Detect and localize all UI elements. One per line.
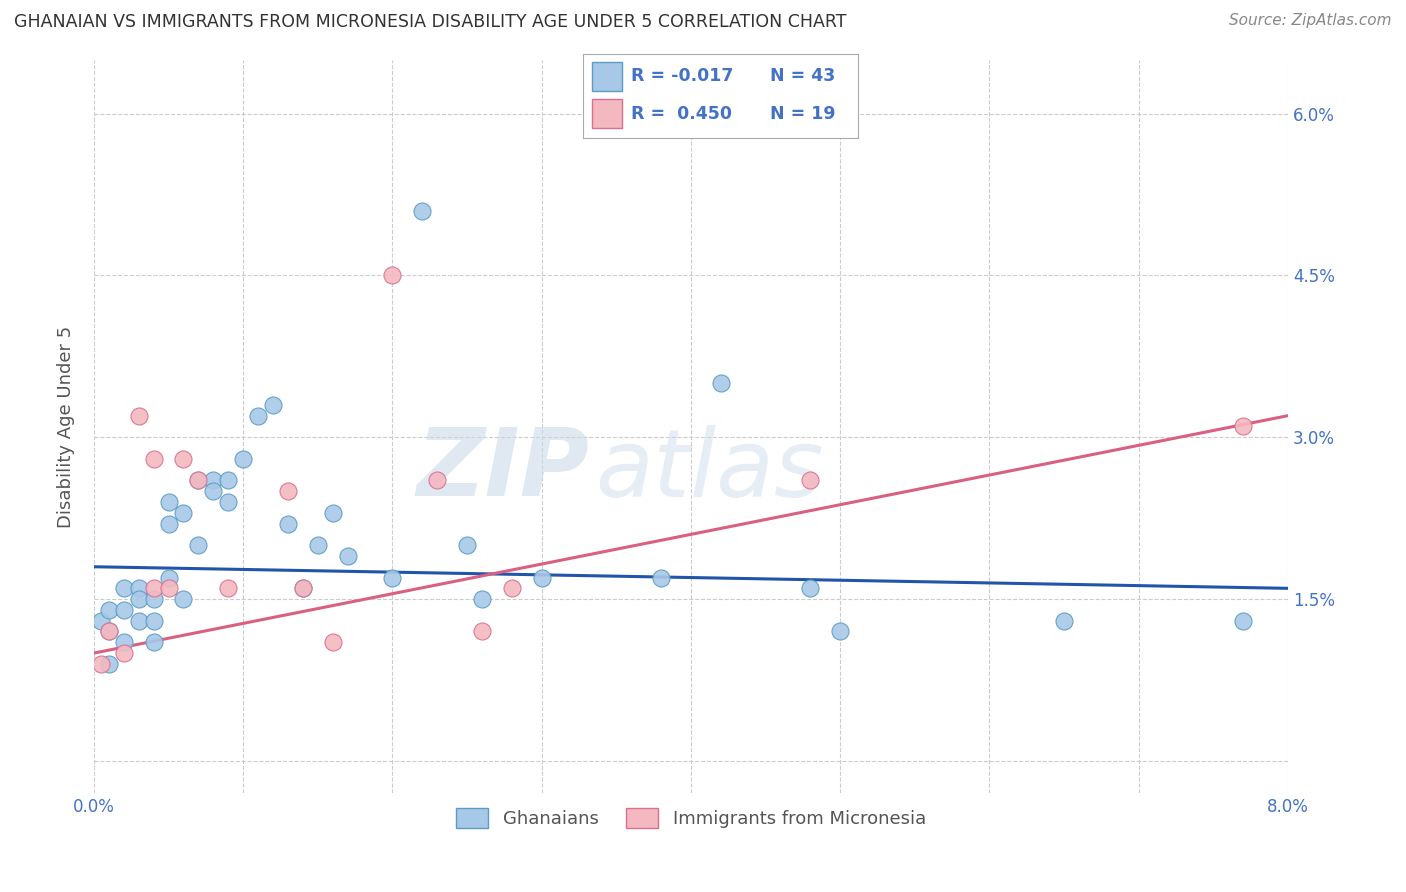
Point [112, 646, 135, 660]
Point [291, 582, 314, 596]
Point [471, 592, 494, 607]
Point [90, 614, 112, 628]
Text: N = 19: N = 19 [770, 104, 835, 123]
Point [830, 624, 852, 639]
Point [97, 603, 120, 617]
Point [1232, 614, 1254, 628]
Bar [592, 62, 621, 91]
Point [128, 592, 150, 607]
Point [97, 624, 120, 639]
Legend: Ghanaians, Immigrants from Micronesia: Ghanaians, Immigrants from Micronesia [449, 800, 934, 836]
Text: N = 43: N = 43 [770, 68, 835, 86]
Point [172, 451, 194, 466]
Point [172, 506, 194, 520]
Text: atlas: atlas [595, 425, 824, 516]
Point [530, 570, 553, 584]
Point [217, 495, 239, 509]
Point [307, 538, 329, 552]
Point [202, 474, 225, 488]
Point [97, 657, 120, 671]
Point [650, 570, 672, 584]
Y-axis label: Disability Age Under 5: Disability Age Under 5 [58, 326, 75, 527]
Point [187, 474, 209, 488]
Point [157, 570, 180, 584]
Point [277, 516, 299, 531]
Point [187, 538, 209, 552]
Point [262, 398, 284, 412]
Point [157, 516, 180, 531]
Point [112, 635, 135, 649]
Point [381, 268, 404, 283]
Point [217, 582, 239, 596]
Point [411, 203, 433, 218]
Point [217, 474, 239, 488]
Text: GHANAIAN VS IMMIGRANTS FROM MICRONESIA DISABILITY AGE UNDER 5 CORRELATION CHART: GHANAIAN VS IMMIGRANTS FROM MICRONESIA D… [14, 13, 846, 31]
Point [799, 582, 821, 596]
Point [381, 570, 404, 584]
Point [112, 582, 135, 596]
Point [456, 538, 478, 552]
Point [471, 624, 494, 639]
Point [1053, 614, 1076, 628]
Point [142, 635, 165, 649]
Point [202, 484, 225, 499]
Point [128, 582, 150, 596]
Point [142, 451, 165, 466]
Point [142, 582, 165, 596]
Point [322, 506, 344, 520]
Point [128, 614, 150, 628]
Point [247, 409, 270, 423]
Point [142, 614, 165, 628]
Point [90, 657, 112, 671]
Bar [592, 99, 621, 128]
Point [322, 635, 344, 649]
Point [172, 592, 194, 607]
Point [157, 495, 180, 509]
Point [426, 474, 449, 488]
Point [157, 582, 180, 596]
Point [142, 592, 165, 607]
Point [277, 484, 299, 499]
Text: R =  0.450: R = 0.450 [631, 104, 733, 123]
Point [710, 376, 733, 391]
Point [187, 474, 209, 488]
Text: Source: ZipAtlas.com: Source: ZipAtlas.com [1229, 13, 1392, 29]
Text: R = -0.017: R = -0.017 [631, 68, 734, 86]
Point [112, 603, 135, 617]
Point [97, 624, 120, 639]
Point [128, 409, 150, 423]
Point [1232, 419, 1254, 434]
Point [291, 582, 314, 596]
Point [799, 474, 821, 488]
Text: ZIP: ZIP [416, 425, 589, 516]
Point [336, 549, 359, 563]
Point [501, 582, 523, 596]
Point [232, 451, 254, 466]
